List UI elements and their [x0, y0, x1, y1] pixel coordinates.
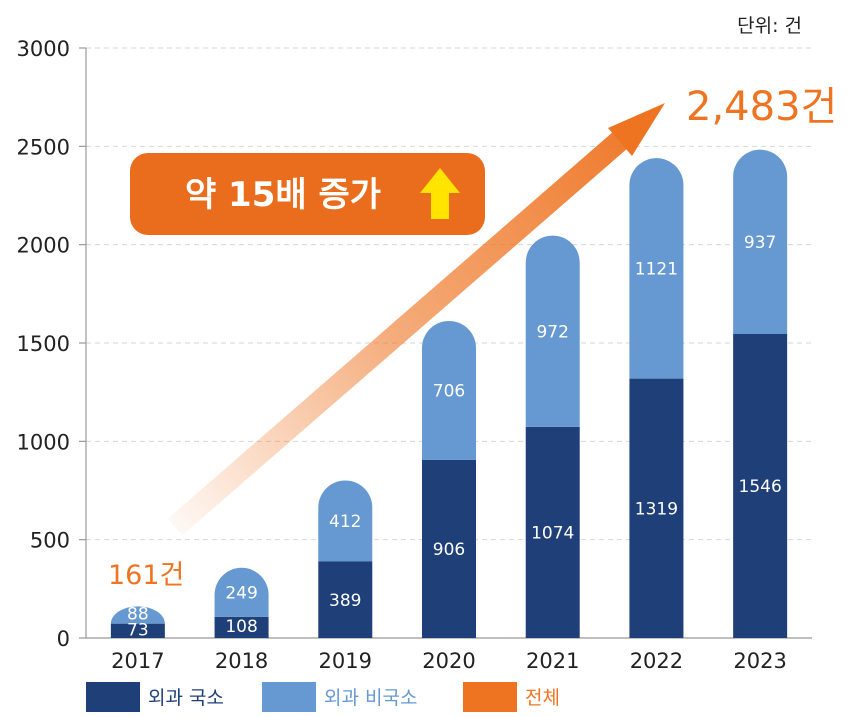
- bar-segment-local: [422, 459, 476, 638]
- y-tick-label: 0: [57, 627, 70, 651]
- legend-label-local: 외과 국소: [148, 687, 224, 709]
- bar-label-local: 73: [127, 621, 149, 641]
- x-tick-label: 2021: [526, 649, 579, 673]
- legend-swatch-local: [86, 682, 140, 712]
- callout-box: [130, 153, 485, 235]
- y-tick-label: 2000: [17, 234, 70, 258]
- x-tick-label: 2018: [215, 649, 268, 673]
- bar-label-nonlocal: 412: [329, 512, 361, 532]
- bar-label-nonlocal: 1121: [635, 259, 678, 279]
- trend-arrow-shaft: [167, 127, 633, 536]
- bar-label-nonlocal: 937: [744, 233, 776, 253]
- x-tick-label: 2020: [422, 649, 475, 673]
- x-tick-label: 2023: [733, 649, 786, 673]
- y-tick-label: 500: [30, 529, 70, 553]
- x-tick-label: 2022: [630, 649, 683, 673]
- bar-label-local: 906: [433, 540, 465, 560]
- trend-arrow-head: [608, 103, 665, 156]
- bar-label-local: 108: [225, 617, 257, 637]
- bar-label-local: 1074: [531, 524, 574, 544]
- bar-segment-local: [629, 378, 684, 638]
- bar-segment-local: [214, 616, 269, 638]
- bar-label-nonlocal: 706: [433, 382, 465, 402]
- end-total-label: 2,483건: [686, 84, 837, 130]
- callout-text: 약 15배 증가: [185, 175, 381, 215]
- bar-segment-nonlocal: [214, 567, 269, 617]
- bar-label-local: 389: [329, 591, 361, 611]
- bar-segment-nonlocal: [318, 480, 373, 562]
- x-tick-label: 2019: [319, 649, 372, 673]
- bar-label-nonlocal: 88: [127, 605, 149, 625]
- growth-callout: 약 15배 증가: [130, 153, 485, 235]
- y-tick-label: 1500: [17, 332, 70, 356]
- bar-label-local: 1546: [739, 477, 782, 497]
- bar-segment-local: [733, 333, 788, 638]
- x-tick-label: 2017: [111, 649, 164, 673]
- y-axis-ticks: 0 500 1000 1500 2000 2500 3000: [17, 37, 86, 651]
- bar-segment-local: [525, 426, 580, 638]
- bar-segment-nonlocal: [422, 320, 476, 460]
- y-tick-label: 2500: [17, 135, 70, 159]
- bars: [110, 149, 788, 638]
- legend-label-nonlocal: 외과 비국소: [324, 687, 417, 709]
- legend-swatch-nonlocal: [262, 682, 316, 712]
- x-axis-ticks: 2017 2018 2019 2020 2021 2022 2023: [111, 649, 787, 673]
- bar-segment-nonlocal: [525, 235, 580, 427]
- bar-segment-nonlocal: [110, 606, 165, 624]
- y-tick-label: 3000: [17, 37, 70, 61]
- legend-swatch-total: [463, 682, 517, 712]
- bar-segment-local: [110, 623, 165, 638]
- y-tick-label: 1000: [17, 430, 70, 454]
- bar-label-nonlocal: 249: [225, 583, 257, 603]
- bar-segment-nonlocal: [629, 158, 684, 379]
- bar-label-nonlocal: 972: [536, 322, 568, 342]
- start-total-label: 161건: [108, 560, 184, 591]
- legend-label-total: 전체: [525, 687, 560, 709]
- bar-segment-local: [318, 561, 373, 638]
- bar-segment-nonlocal: [733, 149, 788, 334]
- up-arrow-icon: [420, 168, 460, 219]
- bar-label-local: 1319: [635, 499, 678, 519]
- legend: 외과 국소 외과 비국소 전체: [86, 682, 560, 712]
- trend-arrow: [167, 103, 665, 536]
- unit-label: 단위: 건: [737, 15, 802, 37]
